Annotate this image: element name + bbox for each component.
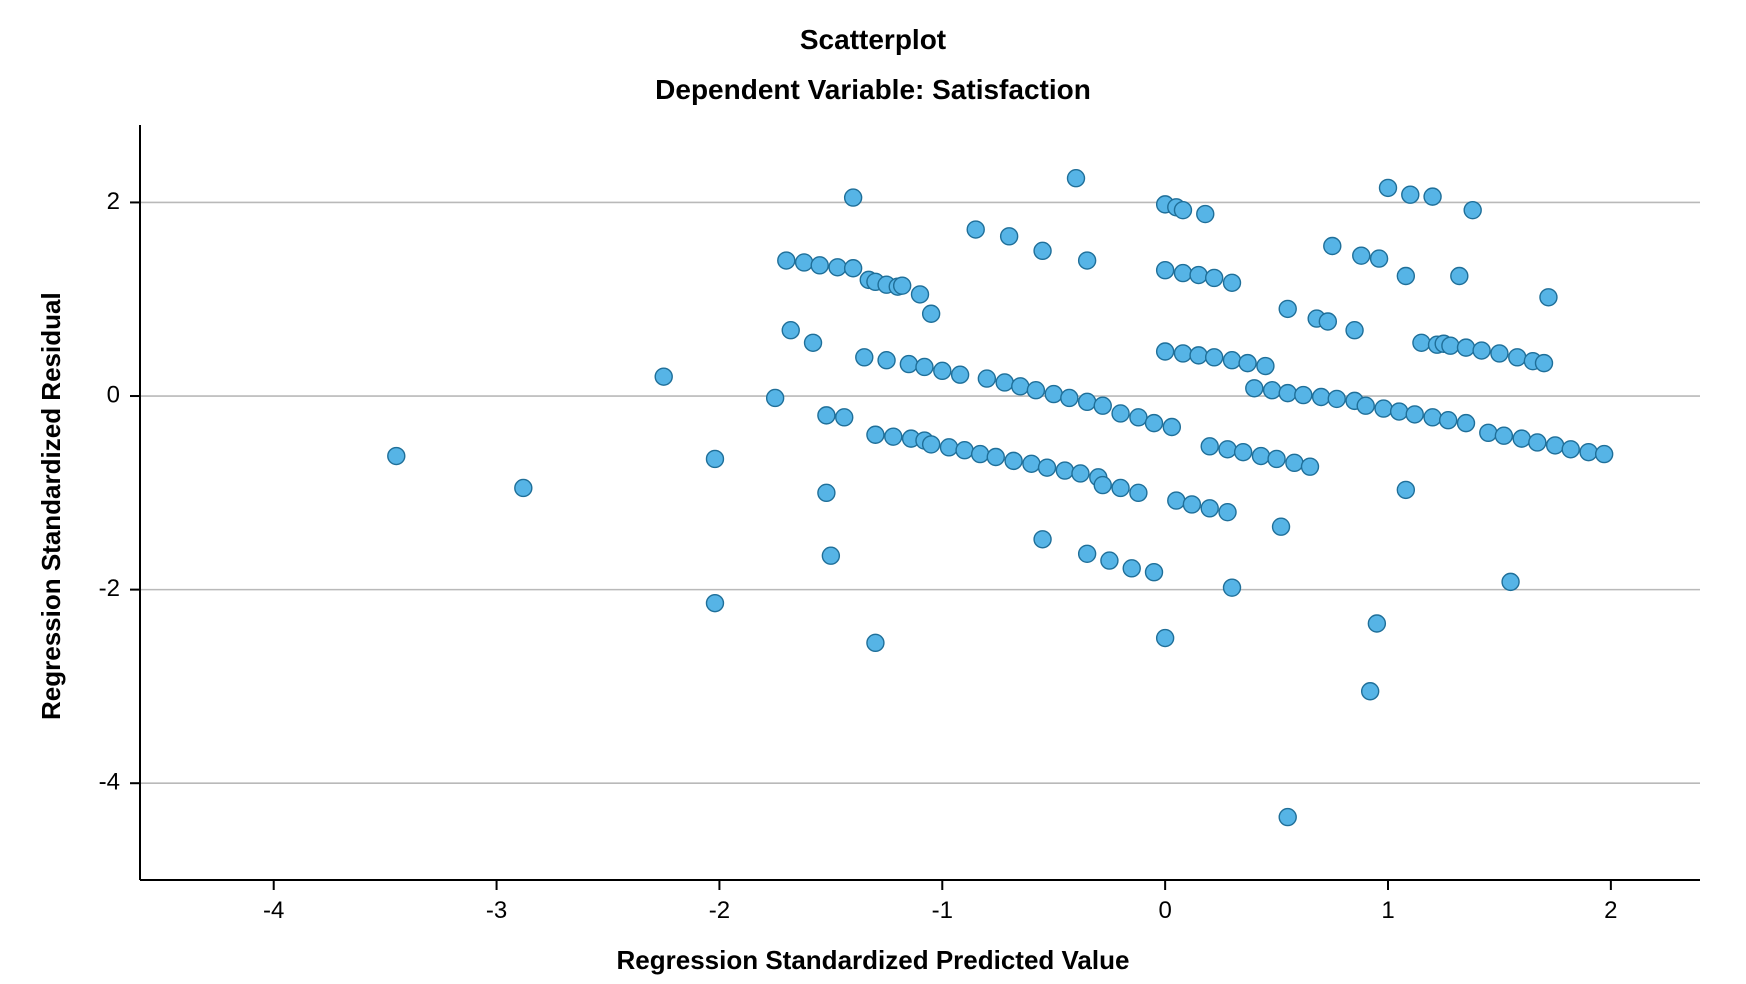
y-tick-label: 0 [107, 381, 120, 408]
scatter-points [388, 170, 1613, 826]
y-tick-label: -4 [99, 769, 120, 796]
y-tick-label: -2 [99, 575, 120, 602]
x-tick-label: 2 [1604, 897, 1617, 924]
x-tick-label: 1 [1381, 897, 1394, 924]
x-axis-label: Regression Standardized Predicted Value [0, 945, 1746, 976]
plot-area: -4 -2 0 2 -4 -3 -2 -1 0 1 2 [0, 0, 1746, 984]
y-tick-label: 2 [107, 188, 120, 215]
x-tick-label: -1 [932, 897, 953, 924]
scatter-chart: Scatterplot Dependent Variable: Satisfac… [0, 0, 1746, 984]
x-tick-label: -4 [263, 897, 284, 924]
x-tick-label: 0 [1158, 897, 1171, 924]
x-tick-label: -2 [709, 897, 730, 924]
x-tick-label: -3 [486, 897, 507, 924]
